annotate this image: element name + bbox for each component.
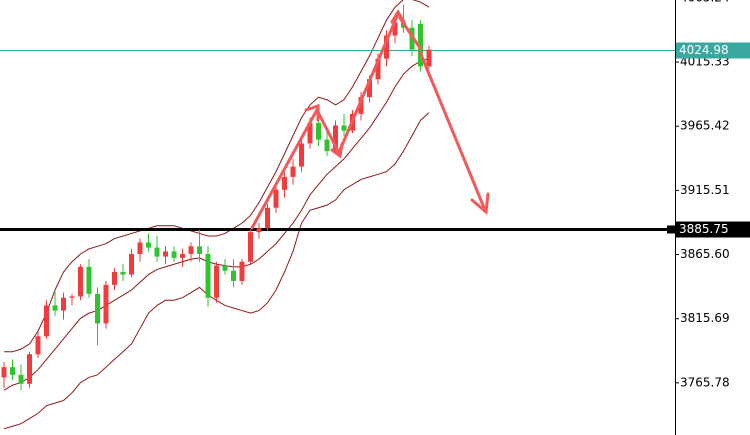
candle-body	[95, 293, 100, 324]
candle-body	[282, 176, 287, 190]
price-label-box	[676, 42, 750, 59]
band-upper	[4, 0, 430, 353]
price-label: 4024.98	[679, 43, 729, 57]
candle-body	[10, 367, 15, 375]
y-tick-label: 4065.24	[680, 0, 730, 4]
price-axis: 4065.244015.333965.423915.513865.603815.…	[667, 0, 750, 389]
y-tick-label: 3865.60	[680, 247, 730, 261]
y-tick-label: 3765.78	[680, 375, 730, 389]
arrow	[250, 106, 320, 230]
candle-body	[112, 272, 117, 285]
candle-body	[290, 166, 296, 177]
candle-body	[154, 247, 160, 257]
arrow	[418, 50, 487, 212]
candle-body	[426, 49, 432, 67]
arrow-head	[470, 192, 490, 215]
y-tick-label: 3915.51	[680, 183, 730, 197]
candle-body	[205, 254, 211, 298]
candle-body	[333, 125, 338, 152]
candle-body	[44, 305, 49, 337]
candle-body	[52, 305, 58, 311]
candle-body	[163, 251, 168, 257]
candle-body	[307, 122, 313, 144]
arrow-head	[304, 103, 320, 122]
candle-body	[214, 265, 219, 298]
candle-body	[188, 246, 194, 255]
arrow	[338, 12, 400, 152]
candle-body	[35, 336, 41, 355]
price-label-box	[676, 221, 750, 238]
candle-body	[137, 242, 143, 255]
candle-body	[61, 297, 66, 311]
candle-body	[375, 58, 381, 80]
candle-body	[341, 125, 347, 131]
candle-body	[129, 254, 134, 275]
candle-body	[231, 270, 236, 282]
candle-body	[180, 254, 185, 258]
y-tick-label: 3965.42	[680, 119, 730, 133]
candle-body	[86, 266, 92, 294]
annotation-arrows	[250, 9, 490, 230]
price-label: 3885.75	[679, 222, 729, 236]
candle-body	[316, 122, 321, 140]
plot-area	[0, 0, 675, 430]
candle-body	[256, 228, 262, 233]
y-tick-label: 3815.69	[680, 311, 730, 325]
candle-body	[367, 79, 372, 98]
candle-body	[18, 374, 24, 384]
candle-body	[27, 354, 32, 384]
candle-body	[103, 284, 109, 324]
candle-body	[171, 251, 177, 258]
candle-body	[222, 265, 228, 271]
candle-body	[358, 97, 364, 114]
candle-body	[239, 261, 245, 282]
candle-body	[120, 272, 126, 275]
candle-body	[248, 232, 253, 262]
candle-body	[197, 246, 202, 255]
candle-body	[299, 143, 304, 167]
candle-body	[324, 139, 330, 152]
candle-body	[69, 296, 75, 298]
candle-body	[265, 207, 270, 229]
candle-body	[273, 189, 279, 208]
candle-body	[418, 23, 423, 67]
price-marker	[667, 225, 675, 234]
candle-body	[78, 266, 83, 297]
arrow	[398, 16, 422, 50]
candle-body	[392, 22, 398, 36]
candle-body	[384, 35, 389, 59]
arrow	[316, 110, 342, 157]
candle-body	[1, 367, 7, 378]
candle-body	[146, 242, 151, 248]
